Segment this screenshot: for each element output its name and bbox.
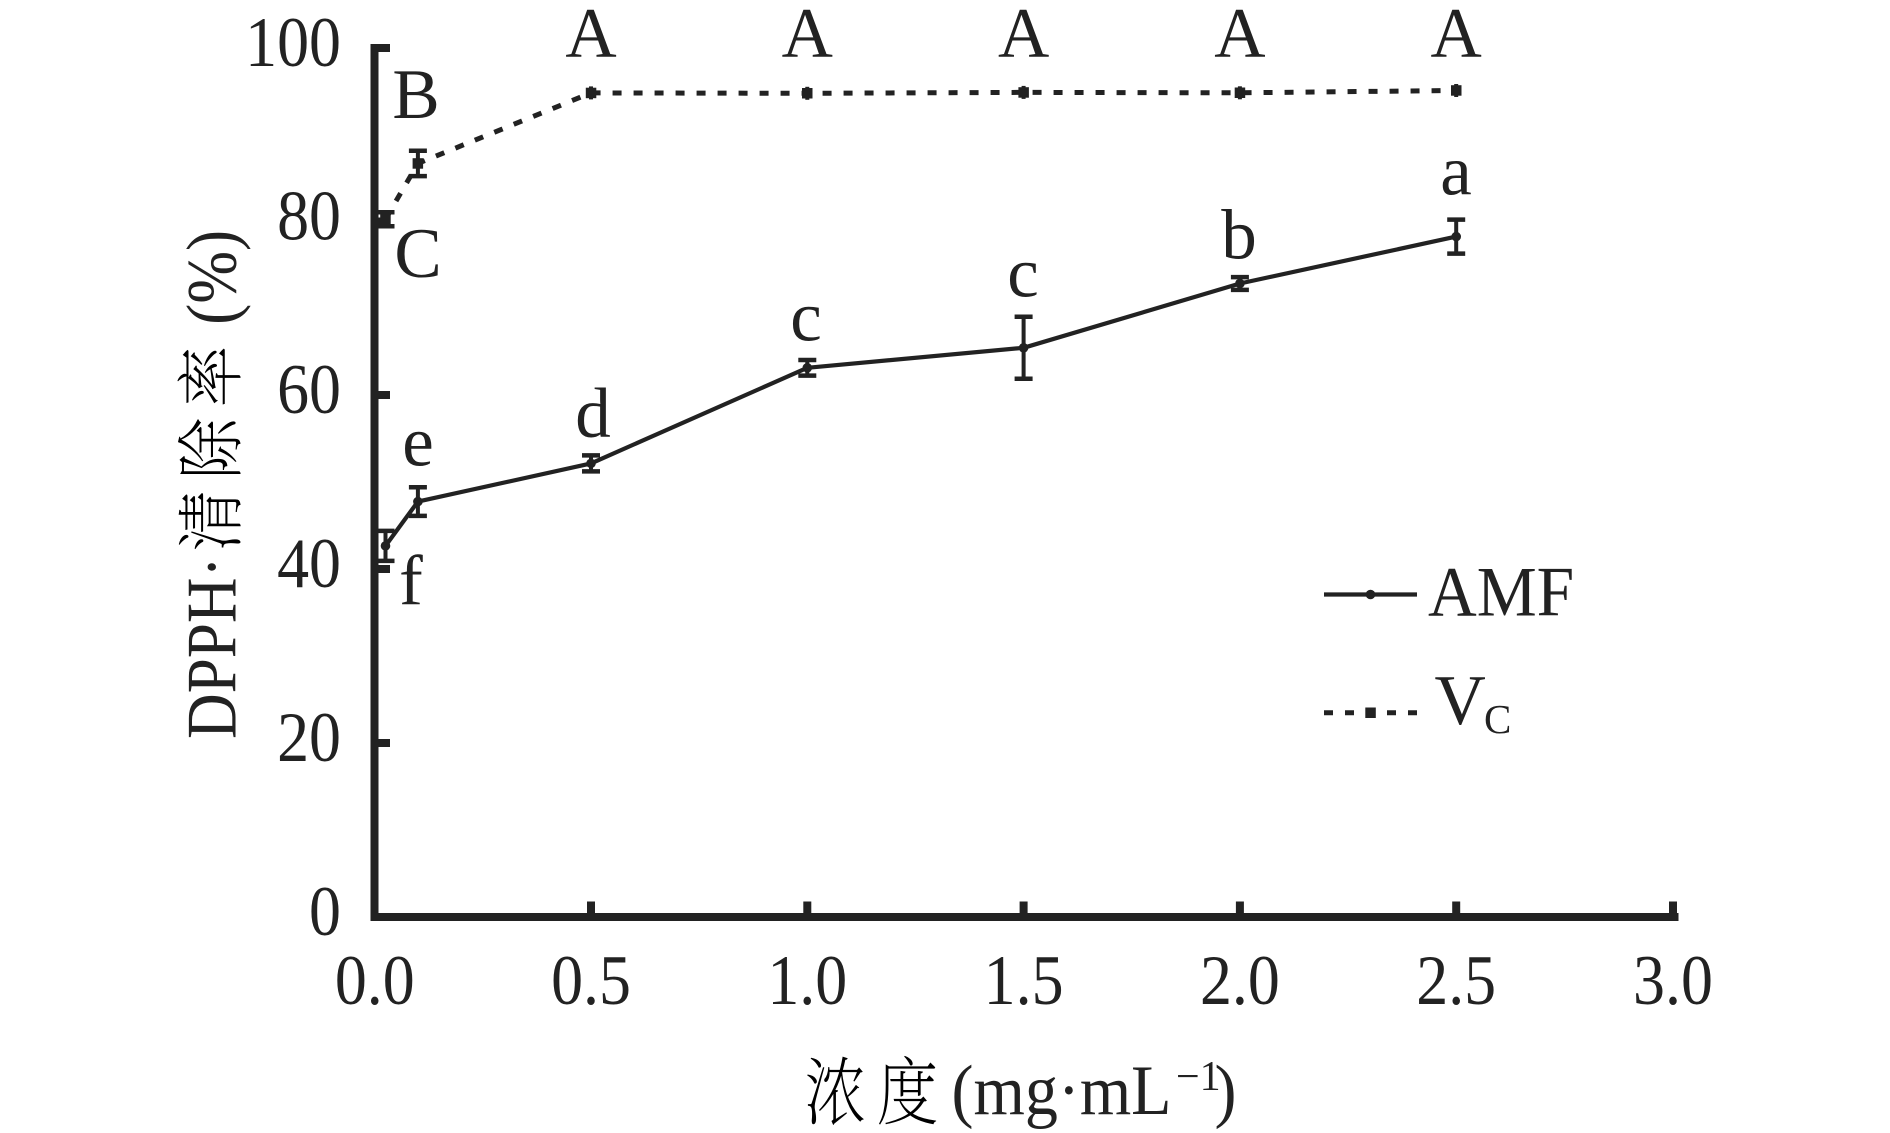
svg-text:2.0: 2.0 <box>1200 941 1280 1020</box>
svg-text:c: c <box>1007 235 1039 313</box>
svg-text:0.0: 0.0 <box>335 941 415 1020</box>
svg-text:C: C <box>1484 696 1511 742</box>
svg-text:2.5: 2.5 <box>1416 941 1496 1020</box>
svg-text:−1: −1 <box>1176 1054 1221 1100</box>
svg-text:(mg·mL: (mg·mL <box>952 1051 1172 1130</box>
svg-text:a: a <box>1440 133 1472 211</box>
svg-text:100: 100 <box>245 3 341 82</box>
svg-text:AMF: AMF <box>1428 552 1574 631</box>
svg-text:A: A <box>1214 0 1265 73</box>
svg-text:f: f <box>399 542 423 620</box>
svg-text:V: V <box>1435 662 1486 740</box>
svg-text:0: 0 <box>309 872 341 951</box>
svg-text:A: A <box>998 0 1049 73</box>
svg-text:A: A <box>1431 0 1482 73</box>
svg-text:e: e <box>402 403 434 481</box>
svg-text:(%): (%) <box>172 230 251 340</box>
svg-text:DPPH·: DPPH· <box>172 556 251 739</box>
svg-text:0.5: 0.5 <box>551 941 631 1020</box>
svg-text:b: b <box>1221 197 1257 275</box>
svg-text:1.0: 1.0 <box>767 941 847 1020</box>
svg-text:80: 80 <box>277 176 341 255</box>
svg-text:20: 20 <box>277 698 341 777</box>
svg-text:C: C <box>394 215 441 293</box>
svg-text:40: 40 <box>277 524 341 603</box>
svg-text:d: d <box>575 375 611 453</box>
svg-text:): ) <box>1215 1051 1237 1130</box>
svg-text:B: B <box>392 56 439 134</box>
svg-text:3.0: 3.0 <box>1633 941 1713 1020</box>
svg-text:A: A <box>565 0 616 73</box>
svg-text:c: c <box>790 279 822 357</box>
svg-text:60: 60 <box>277 350 341 429</box>
svg-text:1.5: 1.5 <box>984 941 1064 1020</box>
svg-text:A: A <box>782 0 833 73</box>
